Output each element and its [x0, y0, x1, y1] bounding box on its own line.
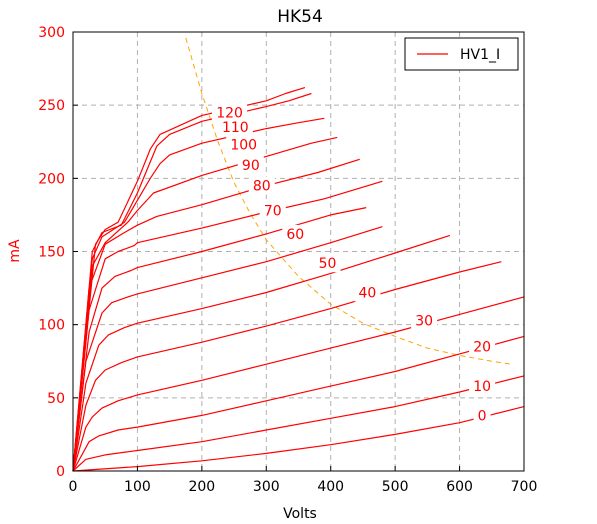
- legend: HV1_I: [404, 37, 519, 71]
- x-tick-label: 700: [511, 479, 538, 495]
- y-tick-label: 150: [38, 245, 65, 261]
- curve-label: 50: [319, 256, 337, 272]
- x-tick-label: 400: [317, 479, 344, 495]
- y-tick-label: 50: [47, 391, 65, 407]
- curve-label-background: [282, 224, 309, 243]
- series-line: [72, 234, 451, 472]
- curve-label-background: [469, 377, 496, 396]
- x-tick-label: 500: [382, 479, 409, 495]
- curve-label: 10: [473, 379, 491, 395]
- x-tick-label: 300: [253, 479, 280, 495]
- series-line: [72, 180, 383, 472]
- y-tick-label: 250: [38, 98, 65, 114]
- y-tick-label: 300: [38, 25, 65, 41]
- load-line: [185, 37, 512, 365]
- series-line: [72, 158, 360, 472]
- curve-label: 30: [415, 313, 433, 329]
- curve-label-background: [217, 118, 253, 137]
- series-line: [72, 296, 525, 472]
- curve-label-background: [469, 337, 496, 356]
- x-tick-label: 100: [124, 479, 151, 495]
- curve-label: 60: [286, 227, 304, 243]
- curve-label-background: [212, 103, 248, 122]
- x-tick-label: 600: [446, 479, 473, 495]
- x-axis-label: Volts: [283, 506, 317, 522]
- y-tick-label: 100: [38, 318, 65, 334]
- curve-label-background: [226, 135, 262, 154]
- x-tick-label: 200: [188, 479, 215, 495]
- y-axis-ticks: 0 50 100 150 200 250 300: [38, 25, 78, 480]
- series-line: [72, 375, 525, 472]
- plate-curves: [72, 87, 525, 472]
- x-axis-ticks: 0 100 200 300 400 500 600 700: [69, 466, 538, 495]
- y-axis-label: mA: [7, 239, 23, 263]
- curve-label: 100: [230, 138, 257, 154]
- curve-label-background: [411, 311, 438, 330]
- curve-label: 70: [264, 204, 282, 220]
- curve-label-background: [314, 254, 341, 273]
- curve-label-background: [259, 201, 286, 220]
- curve-label: 40: [359, 285, 377, 301]
- curve-label: 20: [473, 340, 491, 356]
- series-line: [72, 226, 383, 472]
- series-line: [72, 87, 306, 472]
- chart-title: HK54: [277, 7, 323, 27]
- curve-label: 120: [216, 105, 243, 121]
- series-line: [72, 136, 338, 472]
- curve-label: 0: [478, 408, 487, 424]
- series-line: [72, 261, 502, 472]
- curve-label: 110: [222, 120, 249, 136]
- y-tick-label: 200: [38, 171, 65, 187]
- x-tick-label: 0: [69, 479, 78, 495]
- series-line: [72, 335, 525, 472]
- curve-label-background: [237, 156, 264, 175]
- curve-label-background: [248, 176, 275, 195]
- load-line-path: [185, 37, 512, 365]
- series-line: [72, 207, 367, 472]
- y-tick-label: 0: [56, 464, 65, 480]
- curve-label-background: [473, 406, 491, 425]
- series-line: [72, 406, 525, 472]
- series-line: [72, 117, 325, 472]
- curve-label: 90: [242, 158, 260, 174]
- curve-label: 80: [253, 179, 271, 195]
- legend-entry-label: HV1_I: [460, 47, 500, 63]
- curve-label-background: [354, 283, 381, 302]
